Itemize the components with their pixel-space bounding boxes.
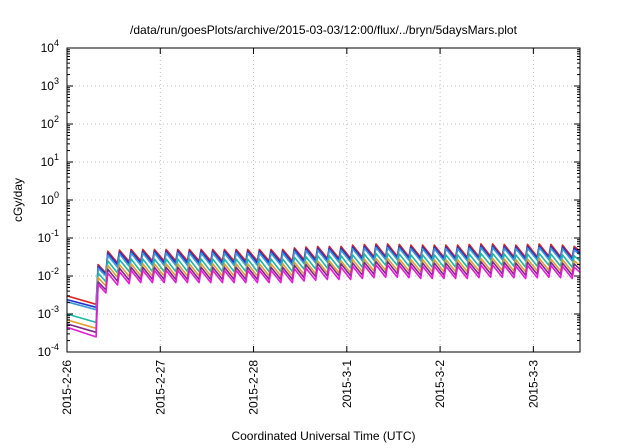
y-tick-label: 10-1 xyxy=(38,228,59,245)
tick-marks xyxy=(66,47,580,353)
x-tick-label: 2015-2-27 xyxy=(153,360,167,415)
x-tick-label: 2015-3-2 xyxy=(433,360,447,408)
series-line-4 xyxy=(66,252,581,324)
x-axis-label: Coordinated Universal Time (UTC) xyxy=(231,429,415,443)
x-tick-label: 2015-2-26 xyxy=(60,360,74,415)
y-tick-label: 100 xyxy=(41,190,59,207)
chart-title: /data/run/goesPlots/archive/2015-03-03/1… xyxy=(130,23,518,37)
series-line-3 xyxy=(66,246,581,311)
series-line-1 xyxy=(66,243,581,306)
x-tick-label: 2015-3-1 xyxy=(340,360,354,408)
y-tick-labels: 10-4 10-3 10-2 10-1 100 101 102 103 104 xyxy=(38,38,59,359)
y-tick-label: 10-2 xyxy=(38,266,59,283)
y-tick-label: 104 xyxy=(41,38,59,55)
y-tick-label: 10-4 xyxy=(38,342,59,359)
series-line-7 xyxy=(66,264,581,338)
series-line-5 xyxy=(66,257,581,330)
series-lines xyxy=(66,243,581,338)
x-tick-label: 2015-2-28 xyxy=(247,360,261,415)
grid-lines xyxy=(67,48,580,352)
y-tick-label: 102 xyxy=(41,114,59,131)
x-tick-label: 2015-3-3 xyxy=(526,360,540,408)
series-line-6 xyxy=(66,260,581,334)
y-tick-label: 101 xyxy=(41,152,59,169)
series-line-2 xyxy=(66,245,581,309)
y-tick-label: 103 xyxy=(41,76,59,93)
x-tick-labels: 2015-2-26 2015-2-27 2015-2-28 2015-3-1 2015-… xyxy=(60,360,540,415)
y-tick-label: 10-3 xyxy=(38,304,59,321)
y-axis-label: cGy/day xyxy=(11,178,25,222)
